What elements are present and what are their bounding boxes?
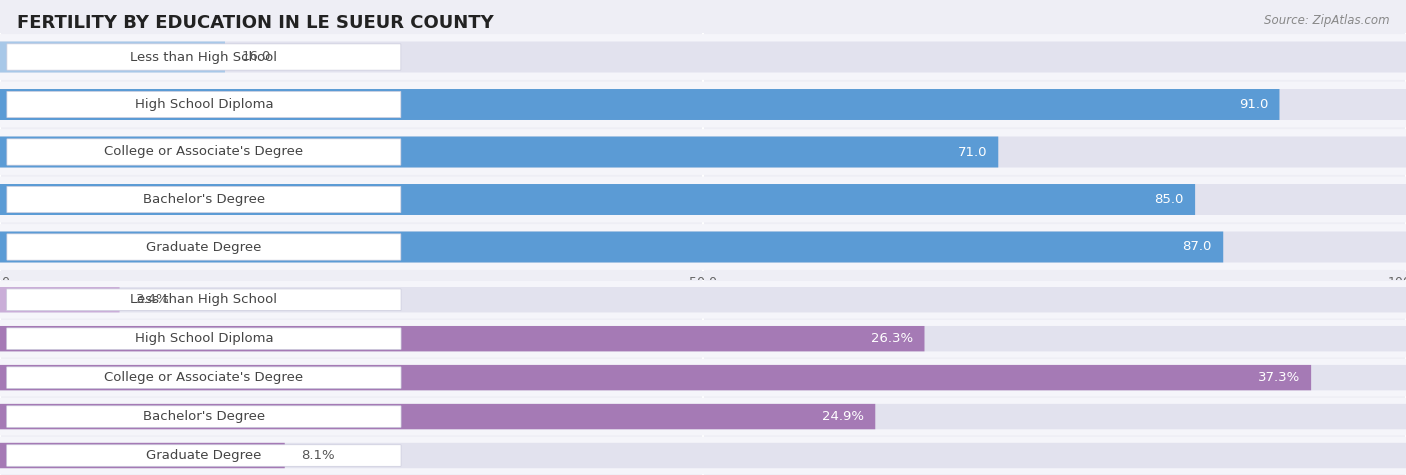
Text: 71.0: 71.0 [957, 145, 987, 159]
Text: 24.9%: 24.9% [823, 410, 863, 423]
FancyBboxPatch shape [7, 406, 401, 428]
Text: Graduate Degree: Graduate Degree [146, 240, 262, 254]
FancyBboxPatch shape [0, 136, 1406, 168]
FancyBboxPatch shape [0, 136, 998, 168]
FancyBboxPatch shape [0, 443, 1406, 468]
FancyBboxPatch shape [0, 89, 1279, 120]
FancyBboxPatch shape [0, 365, 1406, 390]
Text: Less than High School: Less than High School [131, 293, 277, 306]
FancyBboxPatch shape [0, 320, 1406, 358]
Text: College or Associate's Degree: College or Associate's Degree [104, 371, 304, 384]
FancyBboxPatch shape [0, 231, 1223, 263]
FancyBboxPatch shape [0, 231, 1406, 263]
Text: 3.4%: 3.4% [136, 293, 170, 306]
FancyBboxPatch shape [0, 398, 1406, 436]
FancyBboxPatch shape [0, 89, 1406, 120]
Text: High School Diploma: High School Diploma [135, 98, 273, 111]
Text: 26.3%: 26.3% [872, 332, 914, 345]
FancyBboxPatch shape [0, 82, 1406, 127]
Text: Less than High School: Less than High School [131, 50, 277, 64]
FancyBboxPatch shape [7, 139, 401, 165]
FancyBboxPatch shape [7, 186, 401, 213]
Text: 85.0: 85.0 [1154, 193, 1184, 206]
Text: High School Diploma: High School Diploma [135, 332, 273, 345]
FancyBboxPatch shape [0, 404, 1406, 429]
FancyBboxPatch shape [0, 281, 1406, 319]
Text: 87.0: 87.0 [1182, 240, 1212, 254]
FancyBboxPatch shape [0, 177, 1406, 222]
FancyBboxPatch shape [0, 184, 1406, 215]
Text: 8.1%: 8.1% [301, 449, 335, 462]
FancyBboxPatch shape [7, 289, 401, 311]
FancyBboxPatch shape [0, 326, 925, 352]
FancyBboxPatch shape [0, 184, 1195, 215]
Text: FERTILITY BY EDUCATION IN LE SUEUR COUNTY: FERTILITY BY EDUCATION IN LE SUEUR COUNT… [17, 14, 494, 32]
FancyBboxPatch shape [0, 404, 876, 429]
FancyBboxPatch shape [7, 91, 401, 118]
FancyBboxPatch shape [7, 234, 401, 260]
Text: College or Associate's Degree: College or Associate's Degree [104, 145, 304, 159]
FancyBboxPatch shape [0, 287, 120, 313]
Text: 37.3%: 37.3% [1257, 371, 1299, 384]
FancyBboxPatch shape [0, 443, 285, 468]
Text: 91.0: 91.0 [1239, 98, 1268, 111]
FancyBboxPatch shape [0, 41, 225, 73]
Text: 16.0: 16.0 [242, 50, 271, 64]
FancyBboxPatch shape [0, 326, 1406, 352]
FancyBboxPatch shape [0, 224, 1406, 270]
FancyBboxPatch shape [7, 445, 401, 466]
FancyBboxPatch shape [0, 34, 1406, 80]
FancyBboxPatch shape [7, 367, 401, 389]
Text: Bachelor's Degree: Bachelor's Degree [143, 410, 264, 423]
Text: Graduate Degree: Graduate Degree [146, 449, 262, 462]
FancyBboxPatch shape [7, 44, 401, 70]
Text: Source: ZipAtlas.com: Source: ZipAtlas.com [1264, 14, 1389, 27]
FancyBboxPatch shape [0, 287, 1406, 313]
FancyBboxPatch shape [0, 365, 1312, 390]
FancyBboxPatch shape [0, 41, 1406, 73]
Text: Bachelor's Degree: Bachelor's Degree [143, 193, 264, 206]
FancyBboxPatch shape [7, 328, 401, 350]
FancyBboxPatch shape [0, 359, 1406, 397]
FancyBboxPatch shape [0, 129, 1406, 175]
FancyBboxPatch shape [0, 437, 1406, 475]
